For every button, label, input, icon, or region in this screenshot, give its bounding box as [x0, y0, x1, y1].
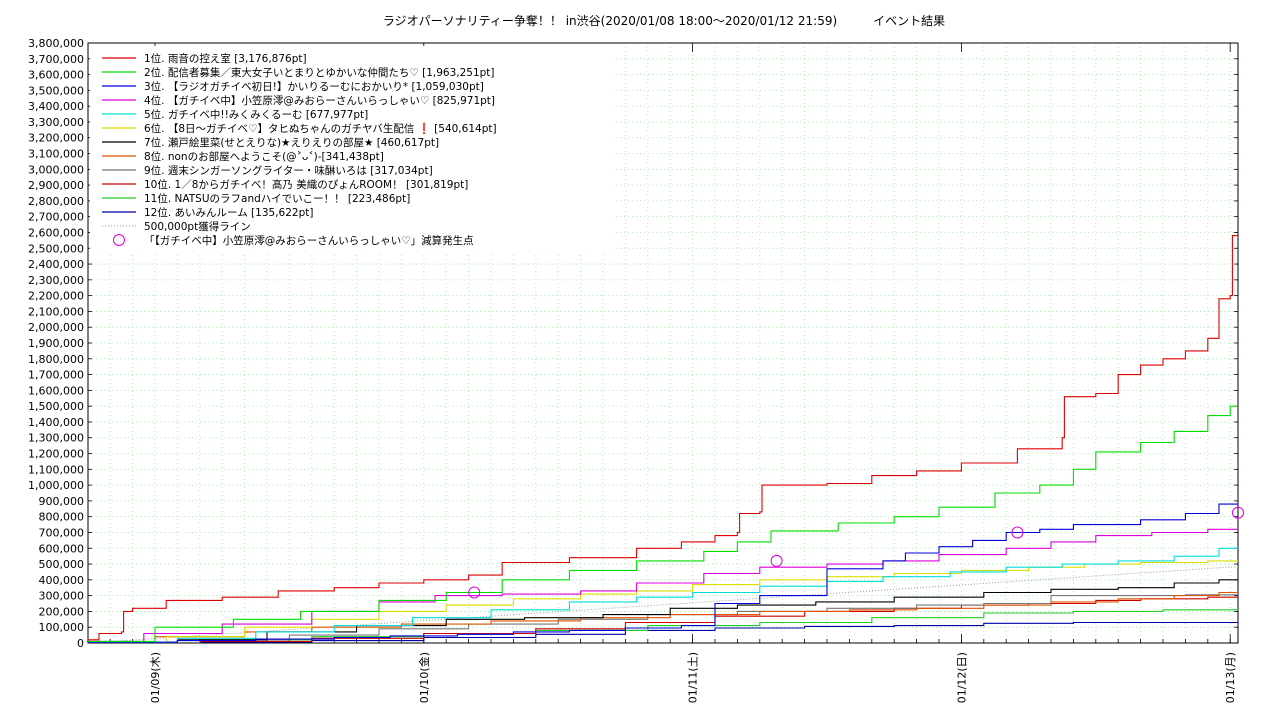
y-tick-label: 1,500,000	[28, 400, 84, 413]
threshold-line	[88, 566, 1238, 643]
x-tick-label: 01/13(月)	[1224, 652, 1237, 703]
series-line	[88, 235, 1238, 641]
y-tick-label: 300,000	[39, 590, 85, 603]
decrease-markers	[468, 506, 1244, 599]
legend-label: 5位. ガチイベ中!!みくみくるーむ [677,977pt]	[144, 108, 368, 121]
y-tick-label: 1,800,000	[28, 353, 84, 366]
y-tick-label: 3,800,000	[28, 37, 84, 50]
legend-label: 8位. nonのお部屋へようこそ(@˃ᴗ˂)-[341,438pt]	[144, 150, 384, 163]
x-tick-label: 01/09(木)	[149, 652, 162, 703]
legend-label: 10位. 1／8からガチイベ！髙乃 美織のぴょんROOM！ [301,819pt…	[144, 178, 468, 191]
decrease-marker	[1232, 506, 1244, 519]
y-tick-label: 3,500,000	[28, 84, 84, 97]
y-tick-label: 2,900,000	[28, 179, 84, 192]
legend-label: 7位. 瀬戸絵里菜(せとえりな)★えりえりの部屋★ [460,617pt]	[144, 136, 439, 149]
y-tick-label: 1,000,000	[28, 479, 84, 492]
series-line	[88, 503, 1238, 643]
legend-label: 2位. 配信者募集／東大女子いとまりとゆかいな仲間たち♡ [1,963,251p…	[144, 66, 495, 79]
legend-label: 12位. あいみんルーム [135,622pt]	[144, 206, 313, 219]
y-tick-label: 2,800,000	[28, 195, 84, 208]
axes: 0 100,000 200,000 300,000 400,000 500,000 600,…	[28, 37, 1239, 703]
y-tick-label: 900,000	[39, 495, 85, 508]
y-tick-label: 1,400,000	[28, 416, 84, 429]
plot-frame	[87, 42, 1239, 644]
series-line	[88, 591, 1238, 643]
y-tick-label: 3,400,000	[28, 100, 84, 113]
y-tick-label: 500,000	[39, 558, 85, 571]
legend-label: 3位. 【ラジオガチイベ初日!】かいりるーむにおかいり* [1,059,030p…	[144, 80, 484, 93]
series-line	[88, 405, 1238, 642]
y-tick-label: 1,600,000	[28, 384, 84, 397]
legend-label: 「【ガチイベ中】小笠原澪@みおらーさんいらっしゃい♡」減算発生点	[144, 234, 474, 247]
y-tick-label: 3,300,000	[28, 116, 84, 129]
y-tick-label: 0	[77, 637, 84, 650]
y-tick-label: 2,500,000	[28, 242, 84, 255]
y-tick-label: 2,400,000	[28, 258, 84, 271]
y-tick-label: 2,200,000	[28, 290, 84, 303]
legend-label: 500,000pt獲得ライン	[144, 220, 251, 233]
decrease-marker	[468, 586, 481, 599]
y-tick-label: 400,000	[39, 574, 85, 587]
y-tick-label: 1,200,000	[28, 448, 84, 461]
legend-box	[90, 46, 615, 254]
x-tick-label: 01/10(金)	[417, 652, 431, 703]
y-tick-label: 100,000	[39, 621, 85, 634]
series-line	[88, 594, 1238, 643]
legend-label: 4位. 【ガチイベ中】小笠原澪@みおらーさんいらっしゃい♡ [825,971pt…	[144, 94, 495, 107]
y-tick-label: 2,300,000	[28, 274, 84, 287]
y-tick-label: 2,600,000	[28, 226, 84, 239]
decrease-marker	[1011, 526, 1024, 539]
decrease-marker	[770, 554, 783, 567]
legend-label: 9位. 週末シンガーソングライター・味醂いろは [317,034pt]	[144, 164, 433, 177]
y-tick-label: 3,200,000	[28, 132, 84, 145]
y-tick-label: 700,000	[39, 526, 85, 539]
y-tick-label: 1,900,000	[28, 337, 84, 350]
series-line	[88, 579, 1238, 643]
legend-marker-swatch	[113, 234, 125, 246]
y-tick-label: 3,100,000	[28, 148, 84, 161]
legend-label: 11位. NATSUのラフandハイでいこー！！ [223,486pt]	[144, 192, 410, 205]
y-tick-label: 1,700,000	[28, 369, 84, 382]
y-tick-label: 2,000,000	[28, 321, 84, 334]
chart-title: ラジオパーソナリティー争奪！！ in渋谷(2020/01/08 18:00〜20…	[383, 13, 945, 28]
y-tick-label: 3,600,000	[28, 69, 84, 82]
x-tick-label: 01/12(日)	[955, 652, 968, 703]
y-tick-label: 3,000,000	[28, 163, 84, 176]
y-tick-label: 600,000	[39, 542, 85, 555]
y-tick-label: 2,100,000	[28, 305, 84, 318]
y-tick-label: 1,100,000	[28, 463, 84, 476]
y-tick-label: 200,000	[39, 605, 85, 618]
legend: 1位. 雨音の控え室 [3,176,876pt]2位. 配信者募集／東大女子いと…	[90, 46, 615, 254]
y-tick-label: 800,000	[39, 511, 85, 524]
y-tick-label: 3,700,000	[28, 53, 84, 66]
x-tick-label: 01/11(土)	[687, 652, 700, 703]
series-layer	[88, 235, 1238, 643]
series-line	[88, 609, 1238, 643]
y-tick-label: 1,300,000	[28, 432, 84, 445]
legend-label: 1位. 雨音の控え室 [3,176,876pt]	[144, 52, 307, 65]
y-tick-label: 2,700,000	[28, 211, 84, 224]
legend-label: 6位. 【8日〜ガチイベ♡】タヒぬちゃんのガチヤバ生配信 ❗ [540,614p…	[144, 122, 497, 135]
